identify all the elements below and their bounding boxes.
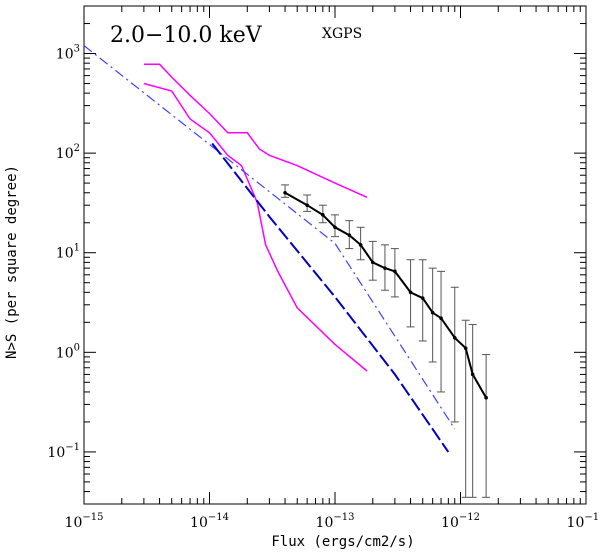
x-tick-label: 10−13 xyxy=(316,512,355,531)
series-upper-envelope xyxy=(143,63,368,198)
data-point xyxy=(283,190,287,195)
series-line xyxy=(284,191,487,399)
series-line xyxy=(83,45,456,430)
series-xgps-logN-logS xyxy=(281,184,491,498)
data-point xyxy=(420,296,425,300)
data-point xyxy=(347,233,352,237)
survey-label: XGPS xyxy=(322,26,362,42)
series-model-dashed xyxy=(211,142,450,453)
energy-band-label: 2.0−10.0 keV xyxy=(110,23,263,48)
y-tick-label: 102 xyxy=(56,143,80,162)
axis-ticks xyxy=(83,5,586,505)
y-tick-label: 103 xyxy=(56,44,80,63)
x-tick-label: 10−11 xyxy=(567,512,600,531)
x-axis-label: Flux (ergs/cm2/s) xyxy=(271,534,414,550)
data-point xyxy=(452,335,457,340)
data-point xyxy=(393,269,397,274)
data-point xyxy=(305,203,309,207)
data-point xyxy=(463,346,468,350)
series-lower-envelope xyxy=(143,82,368,372)
data-point xyxy=(430,310,435,315)
data-point xyxy=(439,316,443,321)
series-line xyxy=(211,142,450,453)
data-point xyxy=(408,290,413,295)
x-tick-label: 10−15 xyxy=(65,512,104,531)
series-layer xyxy=(83,45,491,498)
data-point xyxy=(383,266,387,270)
y-tick-label: 10−1 xyxy=(47,442,80,461)
data-point xyxy=(470,372,475,377)
y-tick-label: 101 xyxy=(56,243,80,262)
data-point xyxy=(333,225,337,230)
y-axis-label: N>S (per square degree) xyxy=(4,165,20,359)
data-point xyxy=(358,243,363,247)
y-tick-label: 100 xyxy=(56,342,80,361)
x-tick-label: 10−12 xyxy=(441,512,480,531)
series-line xyxy=(143,63,368,198)
plot-frame xyxy=(83,5,587,505)
series-model-dash-dot xyxy=(83,45,456,430)
data-point xyxy=(370,260,375,265)
series-line xyxy=(143,82,368,372)
data-point xyxy=(484,395,488,400)
tick-labels: 10−15 10−14 10−13 10−12 10−11 10−1 100 101 102 10… xyxy=(47,44,600,531)
x-tick-label: 10−14 xyxy=(190,512,229,531)
data-point xyxy=(321,213,325,217)
